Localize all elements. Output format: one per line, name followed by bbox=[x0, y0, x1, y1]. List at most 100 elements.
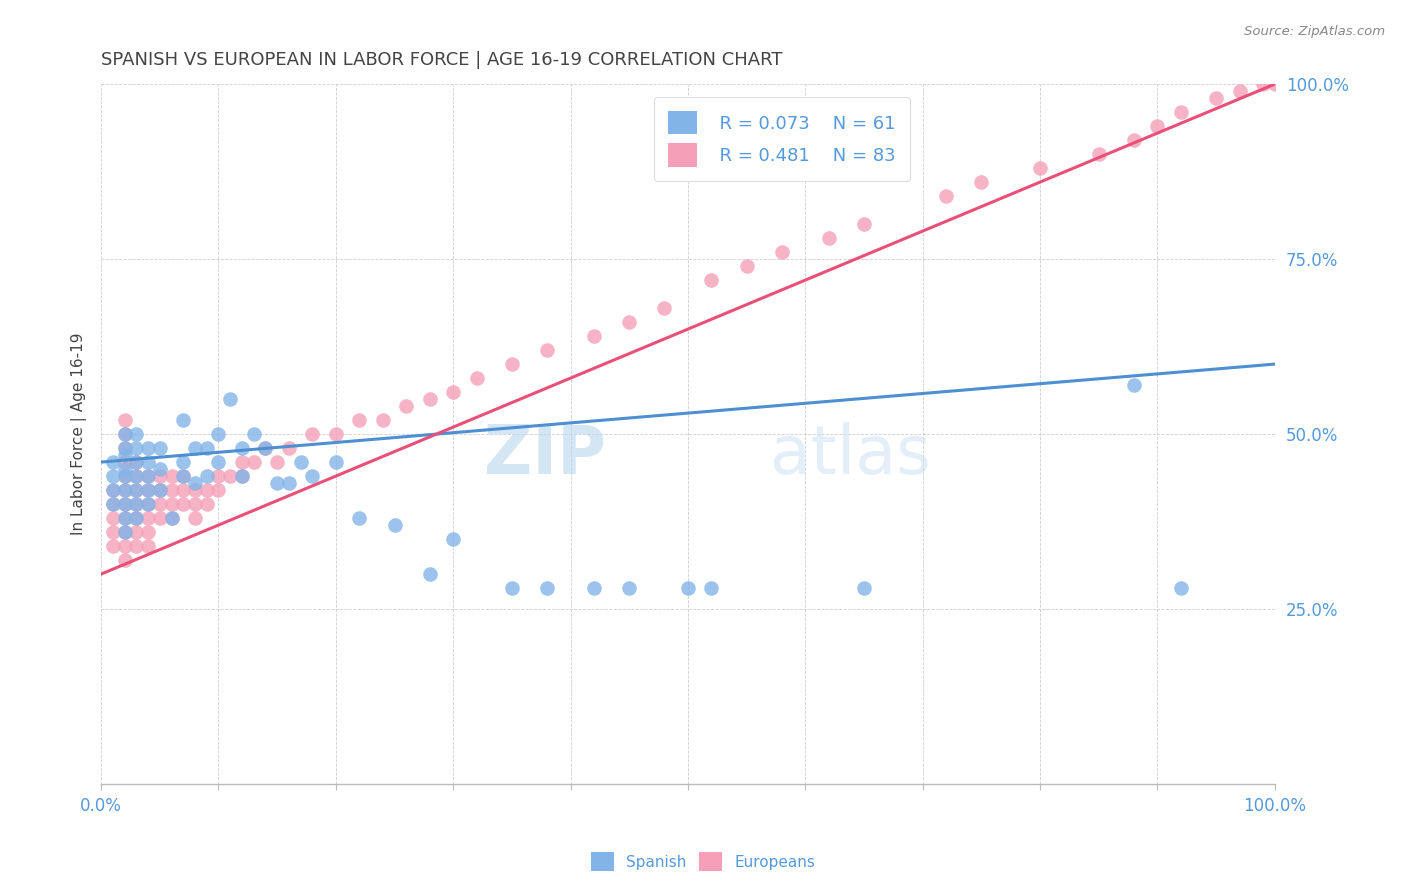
Point bbox=[125, 469, 148, 483]
Text: ZIP: ZIP bbox=[484, 422, 606, 488]
Point bbox=[160, 497, 183, 511]
Point bbox=[114, 553, 136, 567]
Point bbox=[136, 483, 159, 497]
Point bbox=[277, 476, 299, 491]
Point bbox=[149, 511, 172, 525]
Point bbox=[114, 511, 136, 525]
Point bbox=[219, 392, 242, 406]
Point bbox=[419, 567, 441, 582]
Point bbox=[207, 427, 229, 442]
Point bbox=[172, 469, 194, 483]
Point bbox=[465, 371, 488, 385]
Point bbox=[582, 581, 605, 595]
Point bbox=[114, 455, 136, 469]
Point bbox=[195, 441, 218, 455]
Point bbox=[1087, 147, 1109, 161]
Point bbox=[852, 581, 875, 595]
Point bbox=[700, 581, 723, 595]
Point bbox=[501, 581, 523, 595]
Point bbox=[101, 525, 124, 540]
Point bbox=[970, 175, 993, 189]
Point bbox=[1170, 581, 1192, 595]
Point bbox=[101, 483, 124, 497]
Point bbox=[231, 469, 253, 483]
Point bbox=[231, 441, 253, 455]
Point bbox=[160, 469, 183, 483]
Point bbox=[114, 441, 136, 455]
Point bbox=[114, 441, 136, 455]
Point bbox=[101, 483, 124, 497]
Point bbox=[149, 497, 172, 511]
Point bbox=[125, 483, 148, 497]
Point bbox=[125, 497, 148, 511]
Point bbox=[325, 427, 347, 442]
Point bbox=[1229, 84, 1251, 98]
Point bbox=[1251, 77, 1274, 91]
Text: Source: ZipAtlas.com: Source: ZipAtlas.com bbox=[1244, 25, 1385, 38]
Text: SPANISH VS EUROPEAN IN LABOR FORCE | AGE 16-19 CORRELATION CHART: SPANISH VS EUROPEAN IN LABOR FORCE | AGE… bbox=[101, 51, 783, 69]
Point bbox=[501, 357, 523, 371]
Point bbox=[195, 469, 218, 483]
Point bbox=[536, 581, 558, 595]
Point bbox=[136, 511, 159, 525]
Point bbox=[136, 441, 159, 455]
Point bbox=[266, 455, 288, 469]
Point bbox=[441, 385, 464, 400]
Point bbox=[114, 483, 136, 497]
Point bbox=[349, 413, 371, 427]
Point bbox=[114, 469, 136, 483]
Point bbox=[149, 441, 172, 455]
Point bbox=[207, 469, 229, 483]
Point bbox=[290, 455, 312, 469]
Point bbox=[231, 455, 253, 469]
Point bbox=[1264, 77, 1286, 91]
Point bbox=[325, 455, 347, 469]
Legend: Spanish, Europeans: Spanish, Europeans bbox=[585, 847, 821, 877]
Point bbox=[125, 525, 148, 540]
Point bbox=[231, 469, 253, 483]
Point bbox=[149, 469, 172, 483]
Legend:   R = 0.073    N = 61,   R = 0.481    N = 83: R = 0.073 N = 61, R = 0.481 N = 83 bbox=[654, 96, 910, 181]
Point bbox=[172, 483, 194, 497]
Point bbox=[582, 329, 605, 343]
Point bbox=[207, 483, 229, 497]
Point bbox=[125, 455, 148, 469]
Point bbox=[136, 497, 159, 511]
Point bbox=[125, 539, 148, 553]
Point bbox=[1205, 91, 1227, 105]
Point bbox=[101, 455, 124, 469]
Point bbox=[160, 483, 183, 497]
Point bbox=[935, 189, 957, 203]
Point bbox=[254, 441, 277, 455]
Point bbox=[125, 511, 148, 525]
Point bbox=[136, 469, 159, 483]
Point bbox=[114, 462, 136, 476]
Point bbox=[114, 413, 136, 427]
Point bbox=[349, 511, 371, 525]
Point bbox=[172, 497, 194, 511]
Point bbox=[136, 497, 159, 511]
Point bbox=[536, 343, 558, 357]
Point bbox=[277, 441, 299, 455]
Point bbox=[101, 511, 124, 525]
Point bbox=[266, 476, 288, 491]
Text: atlas: atlas bbox=[770, 422, 931, 488]
Point bbox=[125, 483, 148, 497]
Point bbox=[817, 231, 839, 245]
Point bbox=[101, 469, 124, 483]
Point bbox=[852, 217, 875, 231]
Point bbox=[160, 511, 183, 525]
Point bbox=[301, 427, 323, 442]
Point bbox=[242, 427, 264, 442]
Point bbox=[136, 469, 159, 483]
Point bbox=[136, 525, 159, 540]
Point bbox=[114, 497, 136, 511]
Point bbox=[395, 399, 418, 413]
Point bbox=[242, 455, 264, 469]
Point bbox=[125, 469, 148, 483]
Point bbox=[114, 427, 136, 442]
Y-axis label: In Labor Force | Age 16-19: In Labor Force | Age 16-19 bbox=[72, 333, 87, 535]
Point bbox=[101, 539, 124, 553]
Point bbox=[101, 497, 124, 511]
Point bbox=[149, 462, 172, 476]
